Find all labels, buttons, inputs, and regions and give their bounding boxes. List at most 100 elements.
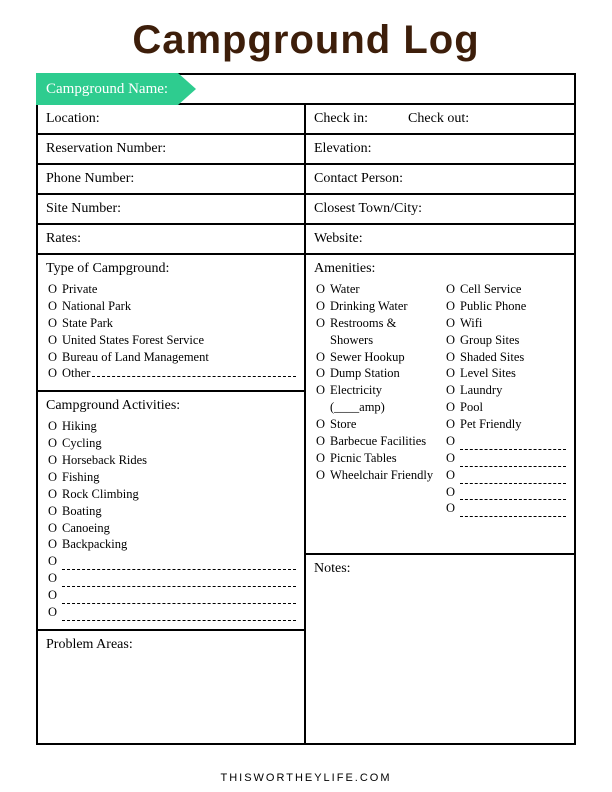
checkbox-glyph[interactable]: O	[446, 484, 460, 501]
reservation-cell: Reservation Number:	[38, 135, 306, 163]
checkbox-glyph[interactable]: O	[446, 365, 460, 382]
checkbox-glyph[interactable]: O	[446, 281, 460, 298]
checkbox-glyph[interactable]: O	[48, 469, 62, 486]
checkbox-glyph[interactable]: O	[316, 416, 330, 433]
activities-section: Campground Activities: OHikingOCyclingOH…	[38, 392, 304, 631]
blank-line[interactable]	[460, 506, 566, 517]
checkbox-glyph[interactable]: O	[48, 553, 62, 570]
amenities-title: Amenities:	[314, 261, 566, 277]
checklist-label	[62, 604, 296, 621]
checkbox-glyph[interactable]: O	[48, 315, 62, 332]
checklist-item: OElectricity (____amp)	[316, 382, 436, 416]
checkbox-glyph[interactable]: O	[48, 349, 62, 366]
checkbox-glyph[interactable]: O	[316, 382, 330, 399]
checklist-label	[460, 500, 566, 517]
site-cell: Site Number:	[38, 195, 306, 223]
blank-line[interactable]	[460, 455, 566, 466]
checkbox-glyph[interactable]: O	[316, 365, 330, 382]
banner-tail-shape	[178, 73, 196, 105]
checkbox-glyph[interactable]: O	[48, 536, 62, 553]
type-section: Type of Campground: OPrivateONational Pa…	[38, 255, 304, 392]
campground-name-banner: Campground Name:	[36, 73, 196, 105]
checkbox-glyph[interactable]: O	[446, 349, 460, 366]
notes-section: Notes:	[306, 555, 574, 743]
checkbox-glyph[interactable]: O	[316, 281, 330, 298]
checklist-item: OCycling	[48, 435, 296, 452]
checkbox-glyph[interactable]: O	[48, 452, 62, 469]
problem-section: Problem Areas:	[38, 631, 304, 743]
amenities-section: Amenities: OWaterODrinking WaterORestroo…	[306, 255, 574, 555]
blank-line[interactable]	[460, 439, 566, 450]
checklist-label: Canoeing	[62, 520, 296, 537]
checkbox-glyph[interactable]: O	[316, 450, 330, 467]
checklist-label: Water	[330, 281, 436, 298]
checkbox-glyph[interactable]: O	[316, 349, 330, 366]
checkbox-glyph[interactable]: O	[316, 433, 330, 450]
checklist-item: OPublic Phone	[446, 298, 566, 315]
checkbox-glyph[interactable]: O	[48, 520, 62, 537]
checkbox-glyph[interactable]: O	[48, 604, 62, 621]
checkbox-glyph[interactable]: O	[48, 365, 62, 382]
checkbox-glyph[interactable]: O	[48, 587, 62, 604]
blank-line[interactable]	[62, 576, 296, 587]
notes-title: Notes:	[314, 561, 566, 577]
checkbox-glyph[interactable]: O	[446, 450, 460, 467]
blank-line[interactable]	[62, 593, 296, 604]
checkbox-glyph[interactable]: O	[48, 435, 62, 452]
checkbox-glyph[interactable]: O	[446, 500, 460, 517]
activities-list: OHikingOCyclingOHorseback RidesOFishingO…	[46, 418, 296, 621]
activities-title: Campground Activities:	[46, 398, 296, 414]
checklist-item: O	[446, 450, 566, 467]
checkbox-glyph[interactable]: O	[446, 382, 460, 399]
checklist-item: ONational Park	[48, 298, 296, 315]
checkbox-glyph[interactable]: O	[446, 298, 460, 315]
checkbox-glyph[interactable]: O	[48, 332, 62, 349]
checklist-label: Store	[330, 416, 436, 433]
checkbox-glyph[interactable]: O	[48, 418, 62, 435]
blank-line[interactable]	[460, 489, 566, 500]
checklist-label	[460, 450, 566, 467]
checklist-item: O	[48, 553, 296, 570]
checklist-label: State Park	[62, 315, 296, 332]
checkbox-glyph[interactable]: O	[446, 467, 460, 484]
blank-line[interactable]	[92, 365, 296, 376]
checkbox-glyph[interactable]: O	[316, 467, 330, 484]
checklist-label: Cycling	[62, 435, 296, 452]
checkbox-glyph[interactable]: O	[48, 298, 62, 315]
checklist-item: OPicnic Tables	[316, 450, 436, 467]
checkbox-glyph[interactable]: O	[446, 332, 460, 349]
checklist-label	[62, 570, 296, 587]
checkbox-glyph[interactable]: O	[446, 315, 460, 332]
website-cell: Website:	[306, 225, 574, 253]
blank-line[interactable]	[62, 559, 296, 570]
checklist-item: OBoating	[48, 503, 296, 520]
checklist-label: United States Forest Service	[62, 332, 296, 349]
checklist-label: Group Sites	[460, 332, 566, 349]
checklist-item: OGroup Sites	[446, 332, 566, 349]
checklist-label: Hiking	[62, 418, 296, 435]
checkbox-glyph[interactable]: O	[48, 570, 62, 587]
checkbox-glyph[interactable]: O	[316, 315, 330, 332]
checkbox-glyph[interactable]: O	[48, 486, 62, 503]
checkbox-glyph[interactable]: O	[316, 298, 330, 315]
checklist-item: ODump Station	[316, 365, 436, 382]
checkbox-glyph[interactable]: O	[48, 281, 62, 298]
checkbox-glyph[interactable]: O	[48, 503, 62, 520]
checkbox-glyph[interactable]: O	[446, 433, 460, 450]
type-list: OPrivateONational ParkOState ParkOUnited…	[46, 281, 296, 382]
checklist-label	[62, 587, 296, 604]
checklist-item: OStore	[316, 416, 436, 433]
town-cell: Closest Town/City:	[306, 195, 574, 223]
checkbox-glyph[interactable]: O	[446, 416, 460, 433]
checklist-item: OState Park	[48, 315, 296, 332]
checklist-label: Shaded Sites	[460, 349, 566, 366]
blank-line[interactable]	[62, 610, 296, 621]
checkbox-glyph[interactable]: O	[446, 399, 460, 416]
contact-cell: Contact Person:	[306, 165, 574, 193]
checklist-label: Level Sites	[460, 365, 566, 382]
checklist-item: OHiking	[48, 418, 296, 435]
checklist-item: OSewer Hookup	[316, 349, 436, 366]
checklist-item: OFishing	[48, 469, 296, 486]
blank-line[interactable]	[460, 472, 566, 483]
type-title: Type of Campground:	[46, 261, 296, 277]
